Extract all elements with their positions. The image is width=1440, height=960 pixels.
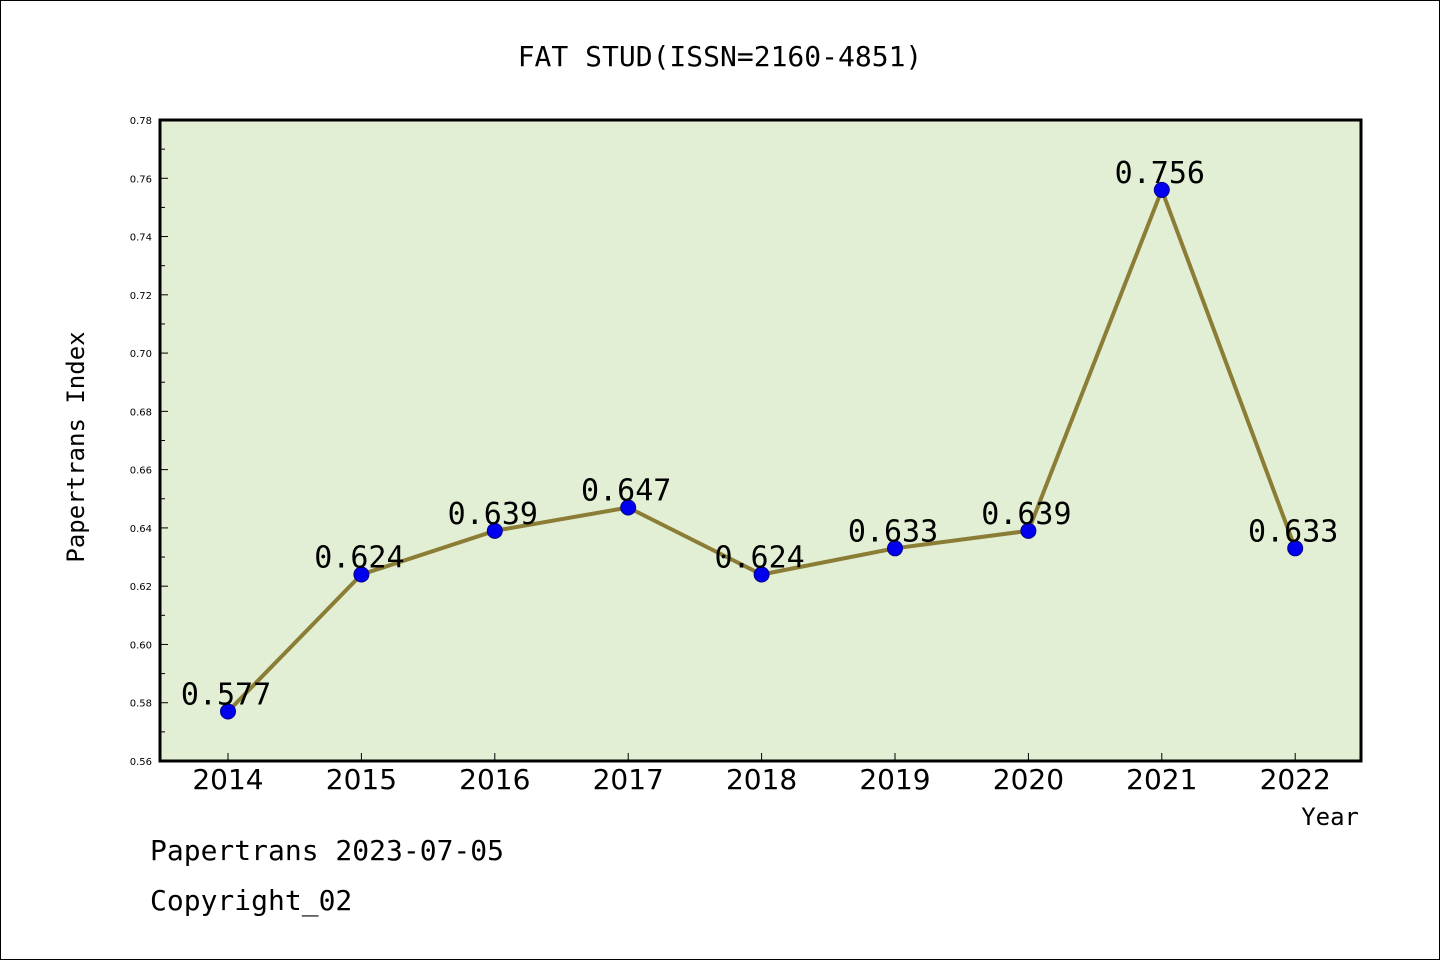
y-tick-label: 0.62 bbox=[130, 582, 152, 593]
y-tick-label: 0.60 bbox=[130, 640, 152, 651]
data-label: 0.639 bbox=[448, 497, 538, 532]
y-tick-label: 0.76 bbox=[130, 174, 152, 185]
y-tick-label: 0.58 bbox=[130, 699, 152, 710]
x-tick-label: 2015 bbox=[326, 763, 397, 796]
data-label: 0.624 bbox=[714, 541, 804, 576]
y-tick-label: 0.74 bbox=[130, 233, 152, 244]
y-tick-label: 0.72 bbox=[130, 291, 152, 302]
y-axis-label: Papertrans Index bbox=[62, 331, 90, 562]
chart-title: FAT STUD(ISSN=2160-4851) bbox=[518, 40, 923, 73]
x-tick-label: 2019 bbox=[859, 763, 930, 796]
footer-date: Papertrans 2023-07-05 bbox=[150, 834, 505, 867]
data-label: 0.756 bbox=[1115, 156, 1205, 191]
y-tick-label: 0.66 bbox=[130, 466, 152, 477]
y-tick-label: 0.64 bbox=[130, 524, 152, 535]
x-axis: 2014 2015 2016 2017 2018 2019 2020 2021 2022 bbox=[192, 753, 1331, 796]
data-point bbox=[620, 499, 637, 516]
data-point bbox=[486, 522, 503, 539]
x-tick-label: 2016 bbox=[459, 763, 530, 796]
data-label: 0.633 bbox=[1248, 514, 1338, 549]
data-label: 0.624 bbox=[314, 541, 404, 576]
footer-copyright: Copyright_02 bbox=[150, 884, 353, 917]
data-point bbox=[1153, 181, 1170, 198]
x-tick-label: 2014 bbox=[192, 763, 263, 796]
x-tick-label: 2022 bbox=[1260, 763, 1331, 796]
y-tick-label: 0.70 bbox=[130, 349, 152, 360]
x-tick-label: 2021 bbox=[1126, 763, 1197, 796]
data-labels: 0.577 0.624 0.639 0.647 0.624 0.633 0.639 0.756… bbox=[181, 156, 1339, 713]
data-label: 0.647 bbox=[581, 474, 671, 509]
data-point bbox=[887, 540, 903, 557]
data-point bbox=[1287, 540, 1304, 557]
data-label: 0.639 bbox=[981, 497, 1071, 532]
data-point bbox=[353, 566, 370, 583]
data-label: 0.633 bbox=[848, 514, 938, 549]
y-tick-label: 0.78 bbox=[130, 116, 152, 127]
x-axis-label: Year bbox=[1301, 803, 1359, 831]
data-point bbox=[1020, 522, 1037, 539]
y-tick-label: 0.68 bbox=[130, 407, 152, 418]
data-label: 0.577 bbox=[181, 677, 271, 712]
x-tick-label: 2020 bbox=[993, 763, 1064, 796]
y-axis: 0.56 0.58 0.60 0.62 0.64 0.66 0.68 0.70 0.72 0.74… bbox=[130, 116, 168, 768]
series-markers bbox=[220, 181, 1304, 720]
y-tick-label: 0.56 bbox=[130, 757, 152, 768]
data-point bbox=[220, 703, 236, 720]
x-tick-label: 2017 bbox=[593, 763, 664, 796]
x-tick-label: 2018 bbox=[726, 763, 797, 796]
data-point bbox=[753, 566, 770, 583]
plot-area bbox=[158, 118, 1363, 763]
